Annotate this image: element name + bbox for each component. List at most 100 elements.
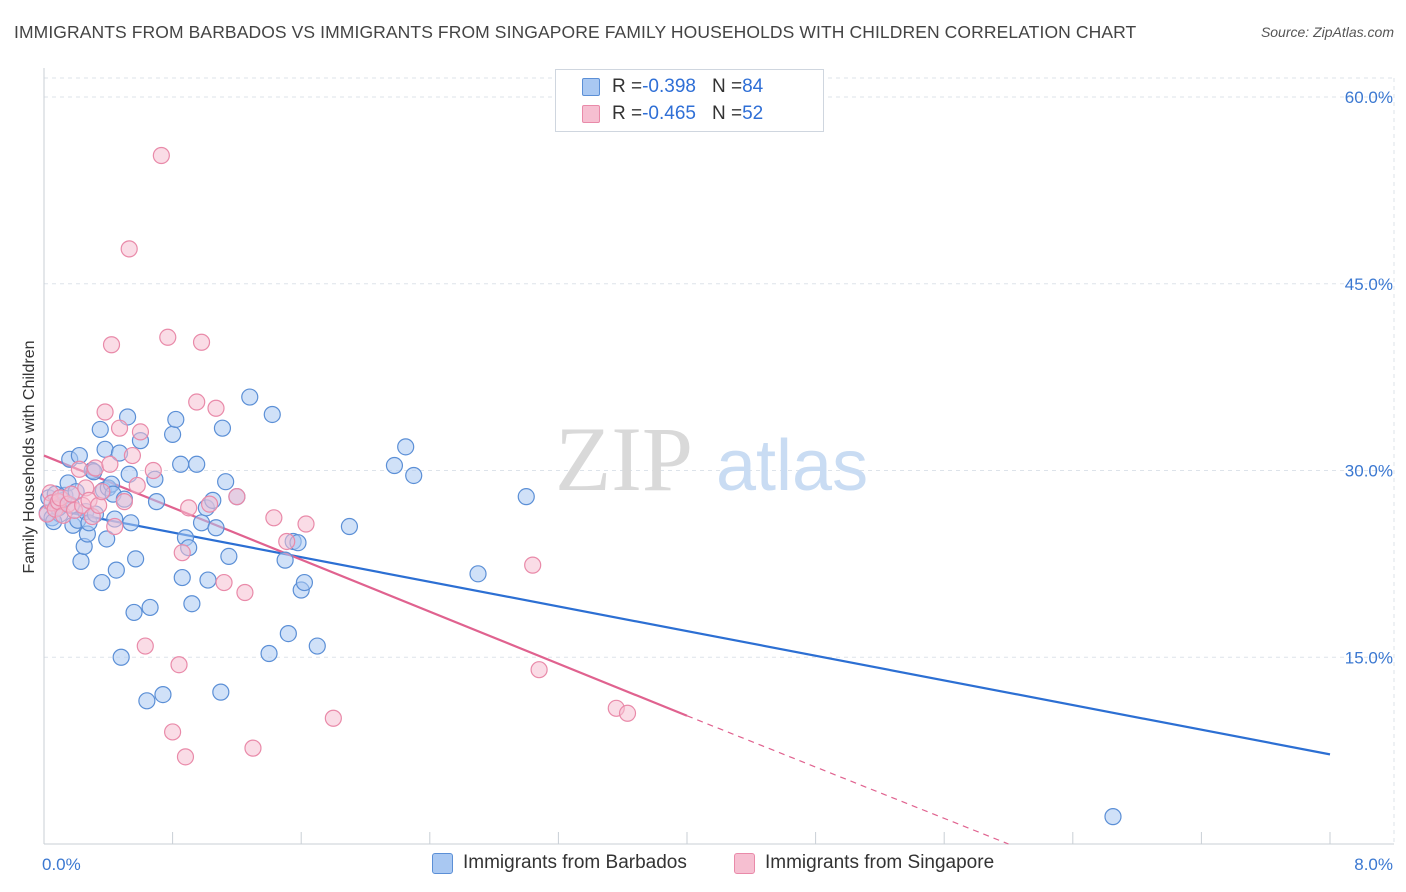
point-barbados: [279, 624, 297, 643]
legend-n-value: 84: [742, 76, 764, 97]
point-barbados: [164, 425, 182, 443]
point-singapore: [524, 556, 542, 574]
point-barbados: [212, 683, 230, 701]
point-barbados: [397, 438, 415, 456]
point-barbados: [107, 561, 125, 579]
legend-label: Immigrants from Singapore: [765, 852, 995, 873]
point-singapore: [101, 455, 119, 473]
point-singapore: [152, 146, 170, 165]
point-singapore: [244, 739, 262, 757]
legend-swatch-pink: [582, 105, 600, 123]
point-singapore: [207, 399, 225, 417]
point-singapore: [70, 460, 88, 478]
point-barbados: [173, 568, 191, 587]
watermark-atlas: atlas: [716, 426, 868, 506]
point-singapore: [278, 532, 296, 551]
scatter-points: [38, 146, 1122, 826]
point-singapore: [62, 485, 80, 503]
point-singapore: [170, 656, 188, 674]
point-barbados: [213, 419, 232, 437]
point-singapore: [86, 459, 105, 477]
point-barbados: [308, 637, 326, 655]
point-singapore: [176, 748, 195, 766]
x-tick-label: 8.0%: [1354, 855, 1393, 874]
point-barbados: [405, 466, 423, 485]
legend-n-label: N =: [711, 103, 743, 124]
point-barbados: [220, 547, 238, 566]
legend-item-singapore[interactable]: Immigrants from Singapore: [734, 852, 994, 874]
tick-labels: 15.0% 30.0% 45.0% 60.0% 0.0% 8.0%: [42, 88, 1393, 874]
legend-r-value: -0.398: [642, 76, 696, 97]
legend-item-barbados[interactable]: Immigrants from Barbados: [432, 852, 687, 874]
trendline-barbados: [43, 506, 1331, 756]
legend-swatch-blue: [432, 852, 453, 874]
y-tick-label: 15.0%: [1345, 648, 1393, 667]
point-singapore: [188, 393, 206, 411]
watermark-zip: ZIP: [555, 408, 693, 510]
point-singapore: [144, 461, 162, 480]
point-barbados: [263, 405, 281, 424]
point-singapore: [159, 328, 177, 346]
point-singapore: [228, 488, 246, 506]
point-singapore: [128, 476, 146, 495]
point-barbados: [469, 565, 487, 583]
point-barbados: [276, 551, 294, 569]
legend-row-singapore: R = -0.465 N = 52: [582, 102, 763, 126]
point-barbados: [241, 388, 259, 406]
point-singapore: [215, 573, 233, 592]
point-singapore: [173, 544, 191, 562]
legend-n-label: N =: [711, 76, 743, 97]
point-barbados: [127, 550, 145, 568]
y-tick-label: 45.0%: [1345, 275, 1393, 294]
stats-legend: R = -0.398 N = 84 R = -0.465 N = 52: [555, 69, 824, 132]
point-singapore: [297, 515, 315, 533]
point-singapore: [96, 403, 114, 421]
point-singapore: [618, 704, 637, 722]
legend-r-label: R =: [612, 76, 643, 97]
legend-r-label: R =: [612, 103, 643, 124]
point-singapore: [200, 495, 219, 513]
series-legend: Immigrants from Barbados Immigrants from…: [0, 852, 1406, 878]
point-barbados: [112, 648, 130, 666]
point-singapore: [164, 723, 182, 741]
point-barbados: [385, 456, 404, 475]
point-singapore: [236, 583, 254, 602]
point-singapore: [93, 483, 111, 501]
y-tick-label: 30.0%: [1345, 462, 1393, 481]
legend-row-barbados: R = -0.398 N = 84: [582, 75, 763, 99]
point-barbados: [172, 455, 190, 473]
point-barbados: [98, 530, 116, 548]
legend-swatch-blue: [582, 78, 600, 96]
point-singapore: [530, 661, 548, 679]
point-singapore: [324, 709, 342, 727]
point-barbados: [1104, 808, 1122, 826]
point-barbados: [72, 552, 90, 570]
point-barbados: [217, 473, 235, 491]
legend-n-value: 52: [742, 103, 764, 124]
point-barbados: [260, 644, 278, 663]
point-singapore: [136, 637, 154, 655]
point-barbados: [141, 598, 159, 617]
point-singapore: [115, 493, 133, 511]
point-barbados: [188, 455, 206, 473]
y-axis-label: Family Households with Children: [21, 341, 38, 574]
trend-lines: [43, 454, 1331, 845]
point-singapore: [192, 333, 211, 351]
point-barbados: [167, 410, 185, 429]
point-barbados: [138, 692, 156, 710]
chart-title: IMMIGRANTS FROM BARBADOS VS IMMIGRANTS F…: [14, 22, 1137, 42]
point-barbados: [154, 685, 172, 704]
point-barbados: [96, 440, 114, 458]
point-barbados: [192, 514, 211, 532]
legend-swatch-pink: [734, 852, 755, 874]
point-barbados: [517, 488, 535, 506]
point-barbados: [91, 420, 109, 439]
point-barbados: [122, 514, 140, 532]
point-barbados: [295, 573, 314, 592]
point-singapore: [265, 509, 283, 527]
point-barbados: [207, 519, 225, 537]
point-singapore: [180, 499, 198, 517]
y-tick-label: 60.0%: [1345, 88, 1393, 107]
point-barbados: [340, 517, 359, 536]
point-barbados: [125, 603, 143, 622]
